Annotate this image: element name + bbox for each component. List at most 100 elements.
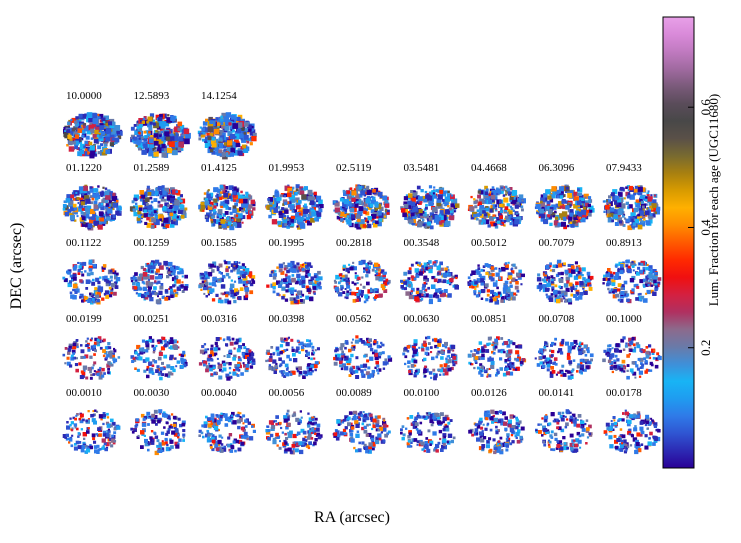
- map-pixel: [277, 220, 282, 225]
- map-pixel: [486, 293, 490, 297]
- map-pixel: [179, 204, 184, 209]
- map-pixel: [150, 270, 154, 273]
- map-pixel: [412, 349, 417, 354]
- map-pixel: [497, 291, 501, 295]
- map-pixel: [348, 348, 352, 353]
- map-pixel: [631, 275, 636, 280]
- map-pixel: [208, 287, 212, 291]
- map-pixel: [479, 205, 484, 210]
- map-pixel: [421, 348, 425, 352]
- map-pixel: [267, 198, 270, 201]
- map-pixel: [173, 210, 177, 214]
- map-pixel: [243, 295, 248, 301]
- map-pixel: [64, 129, 67, 132]
- map-pixel: [288, 201, 292, 205]
- map-pixel: [357, 276, 361, 281]
- map-pixel: [378, 268, 382, 272]
- map-pixel: [70, 354, 74, 358]
- map-pixel: [421, 265, 424, 268]
- map-pixel: [180, 360, 185, 364]
- map-pixel: [377, 368, 382, 372]
- map-pixel: [130, 126, 135, 131]
- map-pixel: [363, 210, 367, 215]
- map-pixel: [355, 375, 360, 379]
- map-pixel: [157, 341, 160, 344]
- map-pixel: [155, 272, 158, 275]
- map-pixel: [182, 134, 187, 139]
- map-pixel: [142, 272, 148, 277]
- map-pixel: [509, 222, 513, 226]
- map-pixel: [541, 278, 545, 282]
- map-pixel: [550, 281, 555, 286]
- map-pixel: [172, 189, 178, 195]
- map-pixel: [74, 140, 79, 146]
- map-pixel: [560, 271, 564, 276]
- map-pixel: [209, 120, 213, 124]
- map-pixel: [290, 300, 295, 305]
- map-pixel: [623, 280, 628, 285]
- map-pixel: [286, 225, 290, 229]
- map-pixel: [344, 216, 348, 220]
- map-pixel: [287, 224, 291, 227]
- map-pixel: [558, 186, 564, 192]
- map-pixel: [67, 208, 72, 213]
- map-pixel: [433, 372, 436, 376]
- map-pixel: [284, 338, 287, 341]
- map-pixel: [403, 201, 408, 206]
- map-pixel: [548, 297, 554, 302]
- map-pixel: [289, 194, 296, 200]
- map-pixel: [214, 341, 218, 345]
- map-pixel: [96, 192, 100, 196]
- map-pixel: [245, 366, 249, 370]
- map-pixel: [651, 216, 654, 219]
- map-pixel: [222, 153, 228, 160]
- map-pixel: [433, 263, 437, 267]
- map-pixel: [415, 223, 418, 226]
- map-pixel: [365, 198, 371, 204]
- map-pixel: [110, 363, 114, 367]
- map-pixel: [568, 273, 573, 278]
- map-pixel: [285, 348, 289, 351]
- map-pixel: [575, 273, 579, 277]
- map-pixel: [637, 216, 642, 222]
- map-pixel: [303, 218, 306, 222]
- map-pixel: [440, 350, 444, 354]
- map-pixel: [91, 366, 94, 370]
- map-pixel: [639, 292, 642, 296]
- map-pixel: [223, 203, 228, 208]
- map-pixel: [319, 204, 324, 209]
- map-pixel: [614, 200, 619, 205]
- map-pixel: [243, 134, 249, 140]
- map-pixel: [115, 272, 119, 276]
- map-pixel: [102, 269, 105, 272]
- map-pixel: [367, 265, 371, 269]
- map-pixel: [298, 207, 305, 213]
- map-pixel: [624, 290, 628, 295]
- map-pixel: [198, 284, 203, 289]
- map-pixel: [105, 128, 112, 134]
- map-pixel: [235, 223, 239, 227]
- map-pixel: [77, 123, 80, 126]
- map-pixel: [612, 198, 615, 202]
- map-pixel: [83, 221, 86, 225]
- map-pixel: [335, 356, 340, 361]
- map-pixel: [220, 219, 226, 224]
- map-pixel: [174, 291, 179, 296]
- map-pixel: [217, 125, 220, 128]
- map-pixel: [153, 360, 158, 364]
- map-pixel: [641, 208, 645, 212]
- map-pixel: [318, 203, 321, 207]
- map-pixel: [199, 209, 203, 212]
- map-pixel: [343, 210, 348, 214]
- map-pixel: [80, 271, 83, 274]
- map-pixel: [267, 359, 270, 362]
- map-pixel: [290, 287, 295, 292]
- map-pixel: [167, 207, 172, 212]
- map-pixel: [315, 204, 319, 208]
- map-pixel: [272, 290, 276, 294]
- map-pixel: [163, 187, 170, 194]
- map-pixel: [374, 269, 378, 273]
- map-pixel: [419, 299, 422, 302]
- map-pixel: [111, 121, 116, 126]
